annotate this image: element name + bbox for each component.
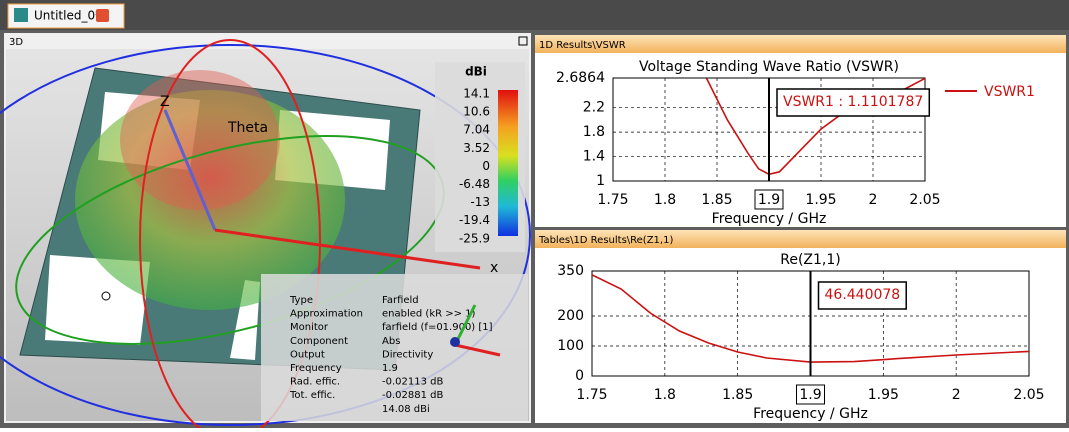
info-value: 14.08 dBi bbox=[382, 404, 430, 415]
feed bbox=[101, 291, 111, 301]
mini-axis bbox=[454, 343, 501, 357]
panel-title: 3D bbox=[9, 37, 23, 48]
x-tick-label: 2.05 bbox=[909, 192, 940, 208]
x-axis-label: Frequency / GHz bbox=[712, 211, 827, 227]
info-label: Tot. effic. bbox=[289, 390, 335, 401]
info-box bbox=[261, 274, 528, 421]
x-tick-label: 1.85 bbox=[701, 192, 732, 208]
x-tick-label: 2 bbox=[952, 387, 961, 403]
panel-rez bbox=[535, 230, 1066, 423]
tick-highlight bbox=[796, 384, 825, 405]
y-tick-label: 1.4 bbox=[583, 149, 605, 165]
info-label: Monitor bbox=[290, 322, 329, 333]
marker-box bbox=[776, 88, 931, 117]
y-tick-label: 100 bbox=[557, 338, 584, 354]
y-tick-label: 0 bbox=[575, 368, 584, 384]
info-value: farfield (f=01.900) [1] bbox=[382, 322, 493, 333]
y-tick-label: 200 bbox=[557, 308, 584, 324]
tab-bar bbox=[0, 0, 1069, 30]
info-label: Type bbox=[289, 295, 313, 306]
y-tick-label: 1.8 bbox=[583, 124, 605, 140]
x-tick-label: 1.8 bbox=[654, 387, 676, 403]
info-value: -0.02113 dB bbox=[382, 377, 443, 388]
colorbar-label: -6.48 bbox=[459, 177, 490, 191]
info-value: -0.02881 dB bbox=[382, 390, 443, 401]
panel-title: Tables\1D Results\Re(Z1,1) bbox=[538, 235, 673, 246]
info-label: Output bbox=[290, 349, 325, 360]
info-value: enabled (kR >> 1) bbox=[382, 309, 476, 320]
info-value: Abs bbox=[382, 336, 400, 347]
colorbar-label: 0 bbox=[482, 159, 490, 173]
tab-icon bbox=[14, 8, 28, 22]
tick-highlight bbox=[754, 189, 784, 210]
marker-label: VSWR1 : 1.1101787 bbox=[783, 94, 923, 110]
colorbar bbox=[498, 90, 518, 236]
circle bbox=[139, 39, 321, 432]
y-tick-label: 2.2 bbox=[583, 100, 605, 116]
info-label: Rad. effic. bbox=[290, 377, 340, 388]
x-tick-label: 2.05 bbox=[1013, 387, 1044, 403]
tab-title: Untitled_0* bbox=[34, 9, 101, 23]
marker-box bbox=[817, 281, 907, 310]
phi-circle bbox=[0, 44, 531, 426]
x-tick-label: 1.75 bbox=[576, 387, 607, 403]
mini-origin bbox=[450, 337, 460, 347]
z-label: Z bbox=[160, 94, 170, 110]
colorbar-label: 14.1 bbox=[463, 87, 490, 101]
info-value: 1.9 bbox=[382, 363, 398, 374]
legend-label: VSWR1 bbox=[984, 84, 1035, 100]
x-tick-label: 1.75 bbox=[597, 192, 628, 208]
info-label: Frequency bbox=[290, 363, 342, 374]
x-tick-label: 1.8 bbox=[654, 192, 676, 208]
z-axis bbox=[163, 109, 217, 231]
panel-vswr bbox=[535, 35, 1066, 227]
theta-label: Theta bbox=[227, 120, 268, 136]
marker-label: 46.440078 bbox=[825, 287, 901, 303]
x-label: x bbox=[490, 260, 498, 276]
colorbar-title: dBi bbox=[465, 65, 487, 79]
radiation-pattern bbox=[75, 90, 345, 310]
info-label: Approximation bbox=[290, 309, 363, 320]
tab-close[interactable] bbox=[96, 9, 109, 22]
panel-header bbox=[535, 35, 1066, 53]
info-label: Component bbox=[290, 336, 348, 347]
x-tick-label: 1.9 bbox=[799, 387, 821, 403]
chart-title: Re(Z1,1) bbox=[780, 252, 841, 268]
maximize[interactable] bbox=[518, 36, 528, 46]
x-tick-label: 1.9 bbox=[758, 192, 780, 208]
x-tick-label: 1.85 bbox=[722, 387, 753, 403]
series-line bbox=[592, 274, 1029, 363]
colorbar-label: -25.9 bbox=[459, 231, 490, 245]
x-tick-label: 1.95 bbox=[805, 192, 836, 208]
panel-header bbox=[535, 230, 1066, 248]
x-tick-label: 1.95 bbox=[868, 387, 899, 403]
x-axis bbox=[214, 228, 481, 270]
y-tick-label: 350 bbox=[557, 263, 584, 279]
colorbar-label: -19.4 bbox=[459, 213, 490, 227]
colorbar-label: -13 bbox=[470, 195, 490, 209]
x-tick-label: 2 bbox=[869, 192, 878, 208]
radiation-lobe bbox=[120, 70, 280, 210]
x-axis-label: Frequency / GHz bbox=[753, 406, 868, 422]
info-value: Farfield bbox=[382, 295, 419, 306]
colorbar-label: 7.04 bbox=[463, 123, 490, 137]
y-tick-label: 2.6864 bbox=[556, 70, 605, 86]
info-value: Directivity bbox=[382, 349, 433, 360]
panel-title: 1D Results\VSWR bbox=[539, 40, 626, 51]
chart-title: Voltage Standing Wave Ratio (VSWR) bbox=[639, 59, 899, 75]
y-tick-label: 1 bbox=[596, 173, 605, 189]
colorbar-label: 10.6 bbox=[463, 105, 490, 119]
colorbar-label: 3.52 bbox=[463, 141, 490, 155]
